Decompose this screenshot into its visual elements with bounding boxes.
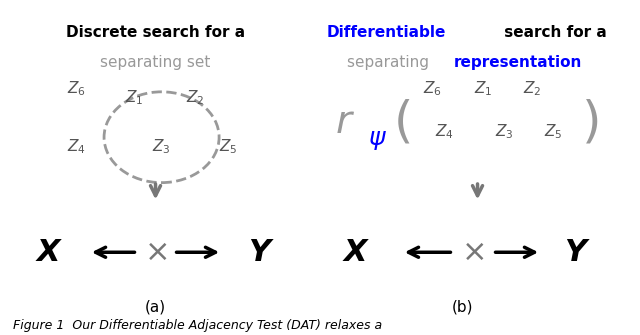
Text: (b): (b) <box>452 299 473 314</box>
Text: $Z_3$: $Z_3$ <box>495 122 514 140</box>
Text: $\boldsymbol{Y}$: $\boldsymbol{Y}$ <box>248 238 275 267</box>
Text: $Z_6$: $Z_6$ <box>422 79 442 98</box>
Text: $Z_4$: $Z_4$ <box>435 122 454 140</box>
Text: $Z_6$: $Z_6$ <box>67 79 86 98</box>
Text: $Z_2$: $Z_2$ <box>523 79 541 98</box>
Text: $($: $($ <box>393 98 411 146</box>
Text: $Z_3$: $Z_3$ <box>152 137 171 156</box>
Text: (a): (a) <box>145 299 166 314</box>
Text: $)$: $)$ <box>581 98 598 146</box>
Text: $Z_5$: $Z_5$ <box>219 137 237 156</box>
Text: $r$: $r$ <box>335 103 355 141</box>
Text: $\psi$: $\psi$ <box>368 128 387 152</box>
Text: Differentiable: Differentiable <box>326 25 445 40</box>
Text: $\boldsymbol{X}$: $\boldsymbol{X}$ <box>35 238 64 267</box>
Text: $Z_2$: $Z_2$ <box>186 88 204 107</box>
Text: search for a: search for a <box>499 25 607 40</box>
Text: Figure 1  Our Differentiable Adjacency Test (DAT) relaxes a: Figure 1 Our Differentiable Adjacency Te… <box>13 319 382 332</box>
Text: $Z_5$: $Z_5$ <box>544 122 563 140</box>
Text: separating set: separating set <box>100 56 211 70</box>
Text: $Z_1$: $Z_1$ <box>474 79 493 98</box>
Text: $\boldsymbol{Y}$: $\boldsymbol{Y}$ <box>564 238 591 267</box>
Text: $\times$: $\times$ <box>144 238 167 267</box>
Text: $Z_4$: $Z_4$ <box>67 137 86 156</box>
Text: separating: separating <box>348 56 435 70</box>
Text: Discrete search for a: Discrete search for a <box>66 25 245 40</box>
Text: $\boldsymbol{X}$: $\boldsymbol{X}$ <box>342 238 371 267</box>
Text: representation: representation <box>453 56 582 70</box>
Text: $\times$: $\times$ <box>461 238 484 267</box>
Text: $Z_1$: $Z_1$ <box>125 88 143 107</box>
